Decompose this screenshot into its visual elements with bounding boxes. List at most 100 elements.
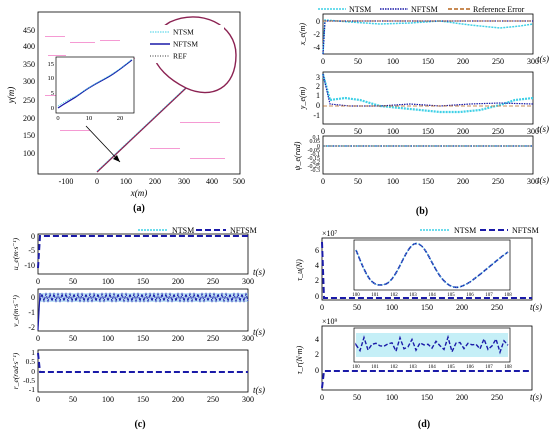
b2-xtick-50: 50 [354,127,362,136]
b-y-nftsm [322,73,534,107]
a-xlabel: x(m) [130,188,148,198]
c-v-ntsm-band [40,293,248,302]
c2-xtick-100: 100 [102,334,114,343]
a-inset-xtick-0: 0 [56,115,59,122]
b-ytick-x-m2: -2 [313,30,320,39]
d-ylabel-tu: τ_u(N) [295,259,304,281]
d-inset-tr-xtick-107: 107 [485,365,493,370]
c-ytick-r-0: 0 [31,367,35,376]
c-ytick-v-m2: -2 [28,323,35,332]
a-xtick-500: 500 [233,177,245,186]
d-ytick-tr-0: 0 [315,366,319,375]
c-ytick-r-m0.5: -0.5 [23,376,35,385]
a-ytick-450: 450 [23,26,35,35]
b-ytick-y-m1: -1 [313,111,320,120]
b1-xtick-50: 50 [354,57,362,66]
a-inset: 15 10 5 0 0 10 20 [48,56,135,163]
b-ytick-y-0: 0 [316,101,320,110]
d-inset-tu: 100 101 102 103 104 105 106 107 108 [352,239,512,298]
b1-xtick-150: 150 [422,57,434,66]
b-legend-nftsm: NFTSM [411,5,438,14]
d-inset-tu-xtick-102: 102 [390,293,398,298]
b-xlabel-3: t(s) [537,175,549,185]
a-legend: NTSM NFTSM REF [146,25,224,63]
b-ytick-psi-m0.3: -0.3 [311,168,321,174]
a-legend-ref: REF [173,52,187,61]
b2-xtick-0: 0 [321,127,325,136]
d-inset-tr-xtick-101: 101 [371,365,379,370]
a-inset-ytick-10: 10 [48,75,55,82]
b-ytick-psi-m0.1: -0.1 [311,152,321,158]
b-ytick-psi-m0.05: -0.05 [308,148,321,154]
panel-d: NTSM NFTSM ×10⁷ 100 101 102 103 104 105 … [295,226,542,430]
c2-xtick-0: 0 [36,334,40,343]
a-xtick-100: 100 [120,177,132,186]
a-xtick-200: 200 [149,177,161,186]
c1-xtick-200: 200 [172,277,184,286]
a-ytick-150: 150 [23,131,35,140]
panel-b: NTSM NFTSM Reference Error 0 -2 -4 0 50 … [293,5,549,217]
d-inset-tr-xtick-108: 108 [504,365,512,370]
d-inset-tu-xtick-101: 101 [371,293,379,298]
d-legend-ntsm: NTSM [454,226,476,235]
c-xlabel-3: t(s) [253,385,265,395]
c2-xtick-250: 250 [207,334,219,343]
b3-xtick-300: 300 [527,177,539,186]
d-ytick-tu-4: 4 [315,261,319,270]
b-ytick-x-0: 0 [316,17,320,26]
b-legend-ntsm: NTSM [349,5,371,14]
c3-xtick-50: 50 [69,395,77,404]
d-exp-u: ×10⁷ [322,229,338,238]
d-ytick-tr-4: 4 [315,335,319,344]
b-ylabel-psi: ψ_e(rad) [293,141,302,170]
d-inset-tu-xtick-106: 106 [466,293,474,298]
b1-xtick-300: 300 [527,57,539,66]
c-xlabel-2: t(s) [253,327,265,337]
b3-xtick-200: 200 [457,177,469,186]
c-ylabel-v: v_e(m·s⁻¹) [11,295,20,327]
d-inset-tu-xtick-107: 107 [485,293,493,298]
b2-xtick-250: 250 [492,127,504,136]
b3-xtick-0: 0 [321,177,325,186]
b-axes-x [322,13,534,55]
d-legend: NTSM NFTSM [420,226,539,235]
c3-xtick-250: 250 [207,395,219,404]
d2-xtick-0: 0 [320,393,324,402]
b2-xtick-200: 200 [457,127,469,136]
d-tu-line [321,241,532,299]
d-inset-tu-xtick-104: 104 [428,293,436,298]
b-y-ntsm [321,73,534,114]
c3-xtick-100: 100 [102,395,114,404]
c-v-nftsm-line [39,292,249,303]
b-legend: NTSM NFTSM Reference Error [318,5,525,14]
c2-xtick-200: 200 [172,334,184,343]
a-ylabel: y(m) [6,87,16,105]
d1-xtick-100: 100 [386,303,398,312]
d-inset-tr-xtick-104: 104 [428,365,436,370]
c-ytick-u-m5: -5 [28,246,35,255]
b-axes-y [322,71,534,125]
c3-xtick-200: 200 [172,395,184,404]
b-ytick-x-m4: -4 [313,43,320,52]
c-legend: NTSM NFTSM [138,226,257,235]
a-ytick-100: 100 [23,149,35,158]
d2-xtick-50: 50 [353,393,361,402]
a-legend-nftsm: NFTSM [173,40,198,49]
a-xtick-300: 300 [178,177,190,186]
c1-xtick-250: 250 [207,277,219,286]
c1-xtick-0: 0 [36,277,40,286]
c-axes-u [37,233,249,275]
c2-xtick-300: 300 [242,334,254,343]
d-ytick-tr-2: 2 [315,350,319,359]
b3-xtick-150: 150 [422,177,434,186]
a-ytick-350: 350 [23,60,35,69]
c1-xtick-50: 50 [69,277,77,286]
c-legend-nftsm: NFTSM [230,226,257,235]
d-xlabel-1: t(s) [530,302,542,312]
b-ytick-y-3: 3 [316,73,320,82]
c-ytick-r-0.5: 0.5 [26,357,36,366]
panel-c: NTSM NFTSM 0 -5 -10 0 50 100 150 200 250… [11,226,265,430]
b1-xtick-0: 0 [321,57,325,66]
d-legend-nftsm: NFTSM [512,226,539,235]
d2-xtick-150: 150 [421,393,433,402]
